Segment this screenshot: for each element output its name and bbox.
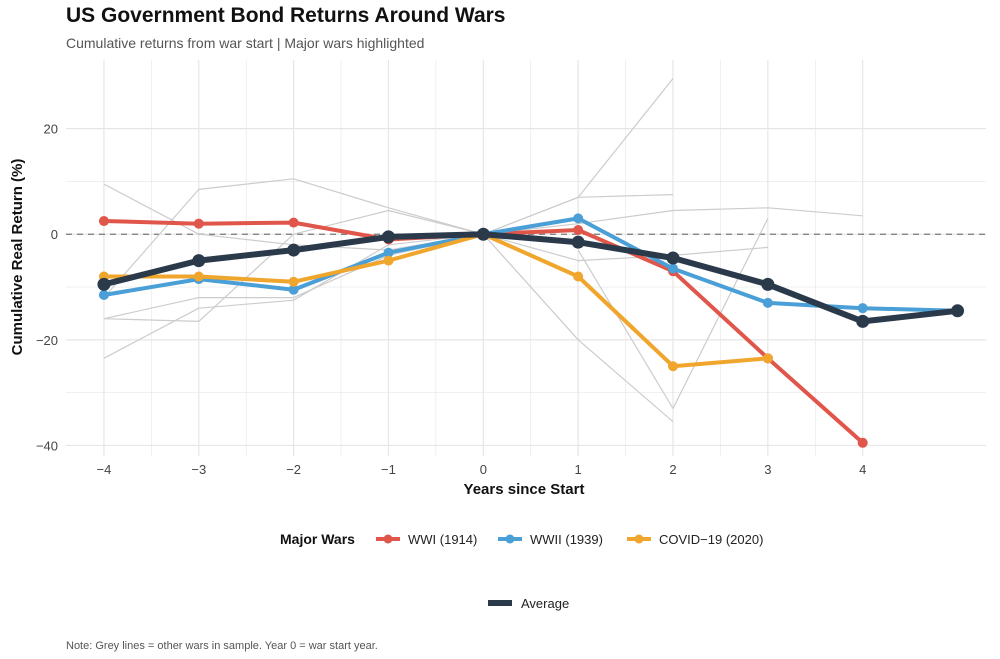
series-point (762, 297, 773, 308)
average-point (97, 277, 111, 291)
y-tick-label: 0 (51, 227, 58, 242)
series-line (101, 232, 770, 369)
y-tick-label: 20 (44, 122, 58, 137)
legend-key-point (505, 534, 515, 544)
x-tick-label: 2 (669, 462, 676, 477)
legend-title: Major Wars (280, 531, 355, 547)
series-point (857, 303, 868, 314)
average-point (856, 314, 870, 328)
x-tick-label: 4 (859, 462, 866, 477)
y-axis-title: Cumulative Real Return (%) (9, 159, 26, 356)
grid-lines (66, 60, 986, 456)
series-point (762, 353, 773, 364)
series-point (668, 361, 679, 372)
series-point (857, 437, 868, 448)
average-point (761, 277, 775, 291)
series-point (98, 216, 109, 227)
legend-label: COVID−19 (2020) (659, 532, 763, 547)
average-point (287, 243, 301, 257)
average-line (100, 231, 961, 325)
average-point (951, 304, 965, 318)
y-tick-label: −40 (36, 438, 58, 453)
series-point (98, 289, 109, 300)
legend: Major Wars WWI (1914) WWII (1939) COVID−19… (280, 531, 763, 611)
x-tick-label: −1 (381, 462, 396, 477)
legend-label: WWI (1914) (408, 532, 477, 547)
x-tick-label: −3 (191, 462, 206, 477)
x-tick-label: 0 (480, 462, 487, 477)
grey-war-line (103, 178, 674, 298)
x-tick-label: 3 (764, 462, 771, 477)
series-point (573, 225, 584, 236)
average-series (97, 227, 965, 328)
series-point (193, 271, 204, 282)
series-point (668, 263, 679, 274)
y-tick-label: −20 (36, 333, 58, 348)
x-tick-label: −4 (97, 462, 112, 477)
average-point (571, 235, 585, 249)
series-point (573, 213, 584, 224)
footnote: Note: Grey lines = other wars in sample.… (66, 640, 378, 652)
axis-ticks: −4 −3 −2 −1 0 1 2 3 4 −40 −20 0 20 (36, 122, 866, 477)
chart-title: US Government Bond Returns Around Wars (66, 4, 506, 27)
legend-key-point (634, 534, 644, 544)
chart-subtitle: Cumulative returns from war start | Majo… (66, 35, 425, 51)
series-point (288, 217, 299, 228)
legend-label: WWII (1939) (530, 532, 603, 547)
x-tick-label: −2 (286, 462, 301, 477)
average-point (476, 227, 490, 241)
series-point (573, 271, 584, 282)
legend-key-point (383, 534, 393, 544)
series-point (288, 284, 299, 295)
average-point (666, 251, 680, 265)
series-point (383, 247, 394, 258)
series-point (383, 255, 394, 266)
grey-war-line (577, 218, 769, 410)
series-point (193, 218, 204, 229)
series-point (288, 276, 299, 287)
average-point (192, 254, 206, 268)
x-tick-label: 1 (575, 462, 582, 477)
x-axis-title: Years since Start (464, 481, 585, 498)
legend-label-average: Average (521, 596, 569, 611)
average-point (381, 230, 395, 244)
